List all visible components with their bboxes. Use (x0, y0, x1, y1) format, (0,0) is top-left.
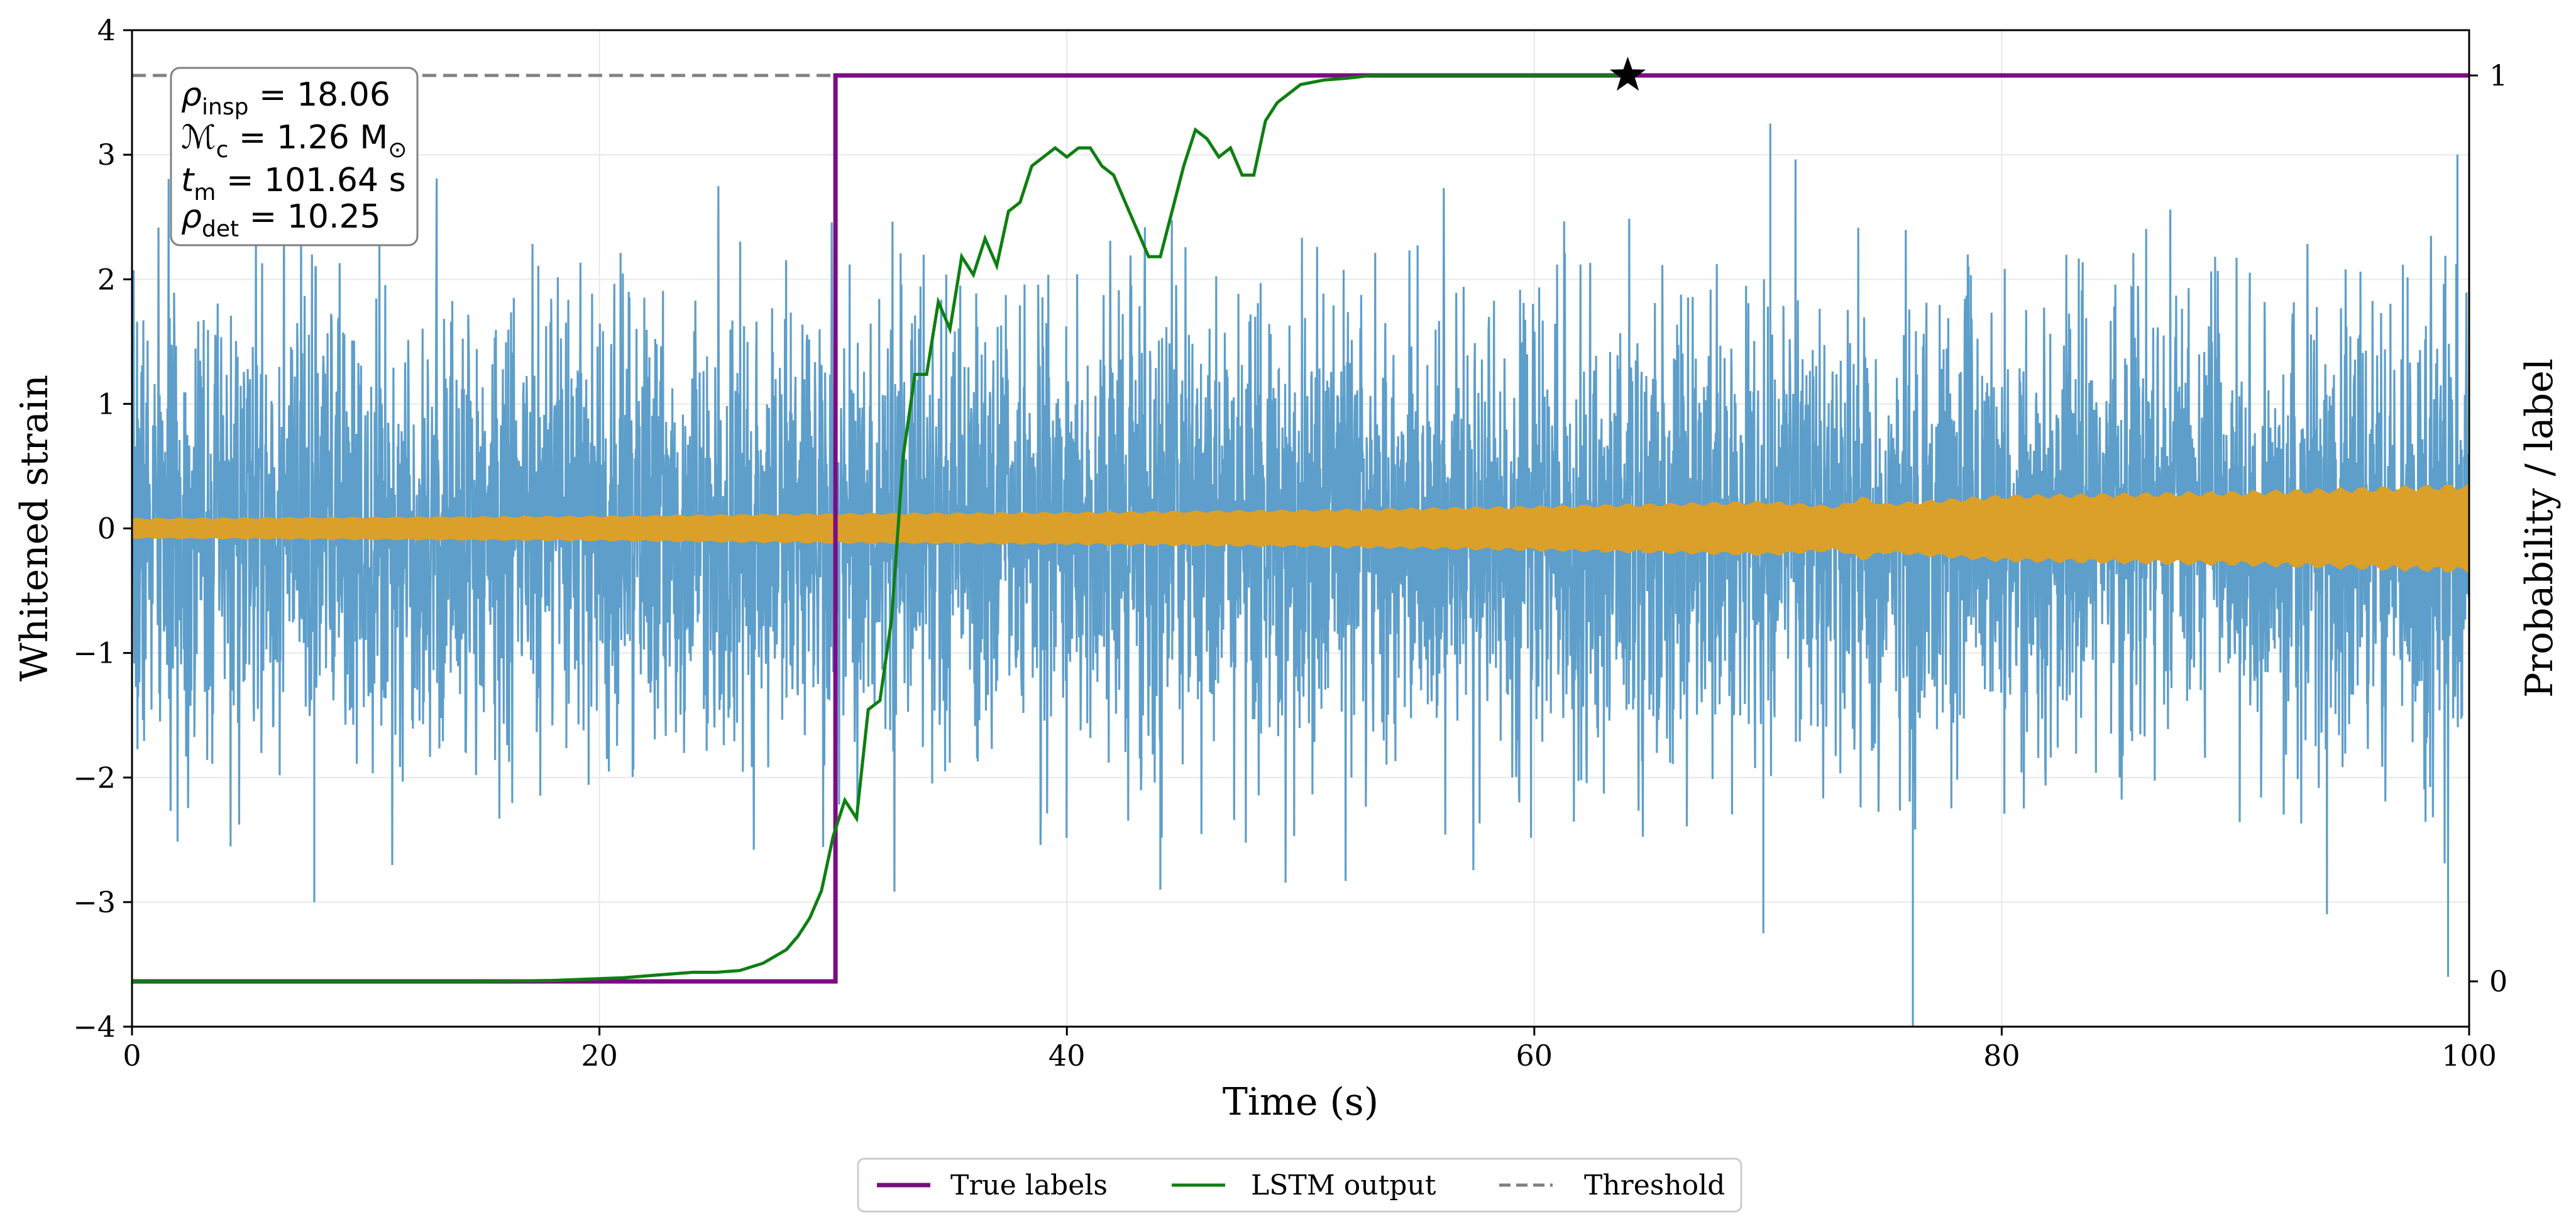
y-axis-right: 01 (2469, 58, 2507, 998)
legend-label-threshold: Threshold (1584, 1169, 1725, 1201)
x-tick-label: 20 (581, 1039, 618, 1073)
y-axis-right-label: Probability / label (2518, 358, 2562, 698)
y-left-tick-label: −4 (73, 1010, 116, 1044)
x-tick-label: 80 (1983, 1039, 2020, 1073)
annotation-line-merger-time: tm = 101.64 s (181, 162, 406, 206)
legend-label-lstm-output: LSTM output (1251, 1169, 1436, 1201)
y-left-tick-label: −3 (73, 885, 116, 919)
x-tick-label: 100 (2441, 1039, 2497, 1073)
strain-series (132, 123, 2469, 1027)
x-tick-label: 0 (123, 1039, 141, 1073)
x-axis: 0 20 40 60 80 100 (123, 1027, 2497, 1073)
annotation-line-rho-insp: ρinsp = 18.06 (181, 76, 390, 120)
y-left-tick-label: 2 (97, 262, 116, 296)
y-left-tick-label: 3 (97, 138, 116, 172)
template-envelope (132, 482, 2469, 575)
y-right-tick-label: 1 (2489, 58, 2507, 92)
y-left-tick-label: 4 (97, 13, 116, 47)
y-left-tick-label: −1 (73, 636, 116, 670)
lstm-output-line (132, 74, 1628, 983)
y-left-tick-label: −2 (73, 761, 116, 795)
annotation-line-rho-det: ρdet = 10.25 (181, 198, 381, 242)
legend-frame (857, 1157, 1742, 1213)
legend: True labels LSTM output Threshold (857, 1157, 1742, 1213)
x-axis-label: Time (s) (1223, 1080, 1379, 1124)
y-axis-left: −4 −3 −2 −1 0 1 2 3 4 (73, 13, 132, 1044)
y-axis-left-label: Whitened strain (13, 375, 57, 682)
y-left-tick-label: 1 (97, 387, 116, 421)
annotation-box: ρinsp = 18.06 ℳc = 1.26 M⊙ tm = 101.64 s… (170, 67, 419, 246)
x-tick-label: 60 (1516, 1039, 1553, 1073)
x-tick-label: 40 (1049, 1039, 1086, 1073)
y-right-tick-label: 0 (2489, 964, 2507, 998)
detection-star-marker (1610, 57, 1646, 91)
legend-label-true-labels: True labels (950, 1169, 1108, 1201)
y-left-tick-label: 0 (97, 512, 116, 546)
annotation-line-chirp-mass: ℳc = 1.26 M⊙ (181, 119, 407, 163)
